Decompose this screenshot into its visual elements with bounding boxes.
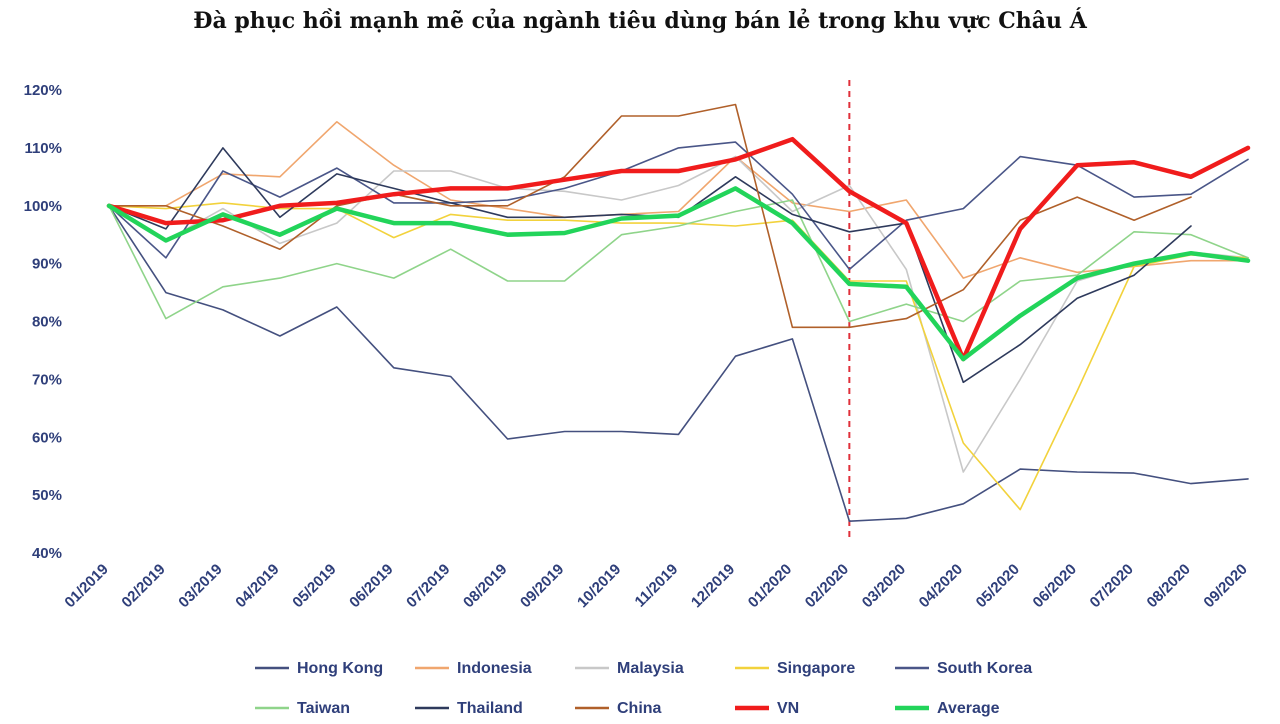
legend-label-singapore: Singapore <box>777 660 855 677</box>
x-tick-label: 09/2019 <box>517 561 567 611</box>
series-line-vn <box>106 136 1251 362</box>
y-tick-label: 80% <box>32 314 62 331</box>
legend-label-average: Average <box>937 700 1000 717</box>
x-tick-label: 08/2019 <box>460 561 510 611</box>
series-line-indonesia <box>108 121 1249 279</box>
y-tick-label: 110% <box>24 140 62 157</box>
y-tick-label: 100% <box>24 198 62 215</box>
x-tick-label: 10/2019 <box>574 561 624 611</box>
y-tick-label: 50% <box>32 487 62 504</box>
legend-label-indonesia: Indonesia <box>457 660 532 677</box>
series-line-taiwan <box>108 199 1249 323</box>
series-line-thailand <box>108 147 1192 384</box>
series-line-china <box>108 103 1192 329</box>
x-tick-label: 11/2019 <box>632 561 682 611</box>
x-tick-label: 05/2019 <box>289 561 339 611</box>
x-tick-label: 03/2020 <box>859 561 909 611</box>
x-tick-label: 03/2019 <box>175 561 225 611</box>
x-tick-label: 12/2019 <box>688 561 738 611</box>
x-tick-label: 08/2020 <box>1144 561 1194 611</box>
legend-label-china: China <box>617 700 662 717</box>
x-tick-label: 06/2019 <box>346 561 396 611</box>
x-tick-label: 07/2020 <box>1087 561 1137 611</box>
series-line-hong-kong <box>108 205 1249 522</box>
x-tick-label: 06/2020 <box>1030 561 1080 611</box>
series-line-south-korea <box>108 141 1249 271</box>
legend-label-malaysia: Malaysia <box>617 660 684 677</box>
legend-label-taiwan: Taiwan <box>297 700 350 717</box>
x-tick-label: 02/2020 <box>802 561 852 611</box>
series-line-average <box>106 186 1251 362</box>
legend-label-thailand: Thailand <box>457 700 523 717</box>
y-tick-label: 70% <box>32 371 62 388</box>
y-tick-label: 120% <box>24 82 62 99</box>
series-line-singapore <box>108 202 1249 511</box>
x-tick-label: 02/2019 <box>118 561 168 611</box>
x-tick-label: 05/2020 <box>973 561 1023 611</box>
x-tick-label: 01/2019 <box>61 561 111 611</box>
y-tick-label: 40% <box>32 545 62 562</box>
x-axis-ticks: 01/2019 02/2019 03/2019 04/2019 05/2019 06/20… <box>61 561 1250 611</box>
x-tick-label: 04/2019 <box>232 561 282 611</box>
legend-label-south-korea: South Korea <box>937 660 1032 677</box>
x-tick-label: 01/2020 <box>745 561 795 611</box>
chart-title: Đà phục hồi mạnh mẽ của ngành tiêu dùng … <box>193 8 1087 34</box>
legend: Hong Kong Indonesia Malaysia Singapore South… <box>255 660 1032 717</box>
legend-label-vn: VN <box>777 700 799 717</box>
x-tick-label: 07/2019 <box>403 561 453 611</box>
x-tick-label: 09/2020 <box>1200 561 1250 611</box>
y-tick-label: 90% <box>32 256 62 273</box>
x-tick-label: 04/2020 <box>916 561 966 611</box>
series-lines <box>106 103 1251 522</box>
y-axis-ticks: 40% 50% 60% 70% 80% 90% 100% 110% 120% <box>24 82 62 562</box>
y-tick-label: 60% <box>32 429 62 446</box>
legend-label-hong-kong: Hong Kong <box>297 660 383 677</box>
